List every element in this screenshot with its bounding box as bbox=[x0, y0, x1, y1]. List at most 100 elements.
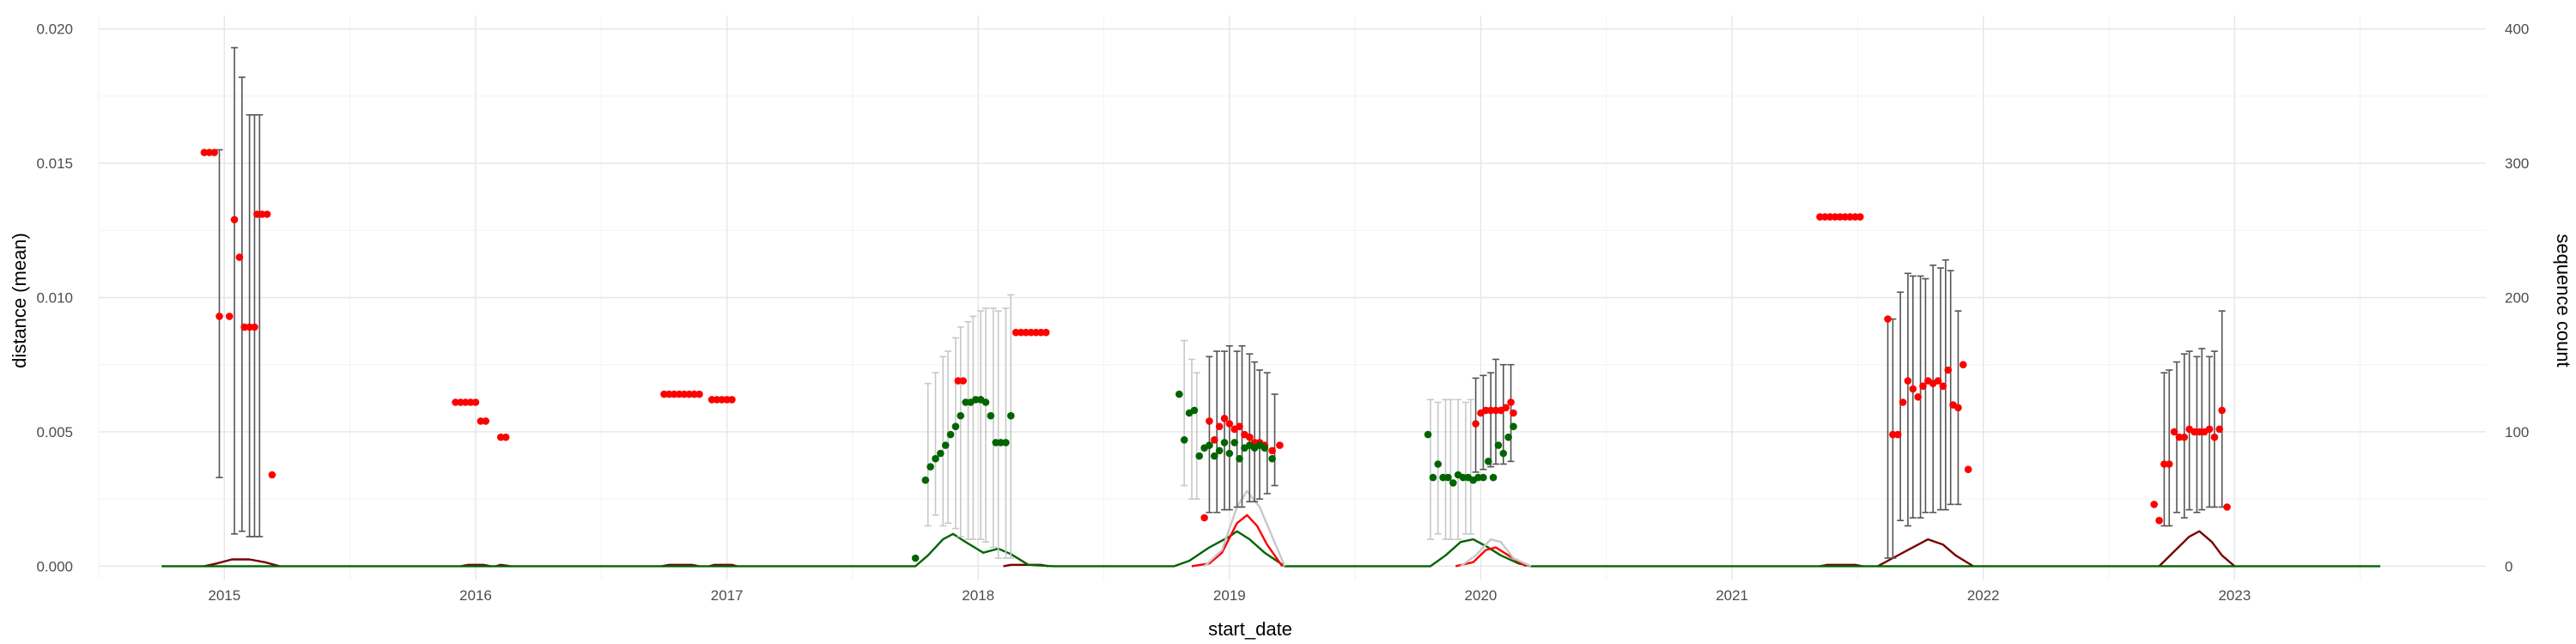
count-line bbox=[1460, 538, 1532, 568]
data-point-green bbox=[1195, 452, 1203, 460]
data-point-red bbox=[1492, 406, 1500, 415]
data-point-red bbox=[1904, 377, 1912, 385]
x-axis-title: start_date bbox=[1208, 618, 1292, 640]
data-point-red bbox=[210, 149, 218, 156]
data-point-green bbox=[951, 422, 960, 431]
count-line bbox=[1455, 546, 1527, 568]
data-point-red bbox=[670, 390, 678, 398]
x-tick-label: 2016 bbox=[459, 587, 492, 604]
y2-axis-title: sequence count bbox=[2553, 234, 2574, 367]
data-point-red bbox=[1211, 436, 1218, 444]
data-point-red bbox=[2205, 425, 2214, 434]
x-tick-label: 2022 bbox=[1967, 587, 2000, 604]
data-point-red bbox=[1225, 420, 1234, 428]
data-point-green bbox=[1190, 406, 1199, 415]
data-point-green bbox=[997, 439, 1005, 447]
data-point-green bbox=[1180, 436, 1188, 444]
data-point-red bbox=[1934, 377, 1942, 385]
data-point-green bbox=[1449, 479, 1457, 487]
error-bars bbox=[216, 46, 2226, 559]
data-point-red bbox=[1502, 404, 1510, 412]
data-point-red bbox=[251, 323, 258, 331]
data-point-green bbox=[981, 398, 990, 406]
data-point-green bbox=[1444, 473, 1452, 482]
data-point-red bbox=[2215, 425, 2224, 434]
data-point-red bbox=[1215, 422, 1224, 431]
data-point-green bbox=[1499, 449, 1508, 458]
data-point-red bbox=[696, 390, 703, 398]
data-point-red bbox=[1964, 465, 1972, 473]
data-point-red bbox=[216, 313, 223, 320]
x-tick-label: 2019 bbox=[1213, 587, 1246, 604]
tick-labels: 2015 2016 2017 2018 2019 2020 2021 2022 2023 0.00… bbox=[36, 21, 2529, 604]
data-point-red bbox=[501, 433, 510, 441]
data-point-red bbox=[1042, 328, 1050, 337]
data-point-red bbox=[482, 417, 489, 425]
data-point-red bbox=[708, 396, 716, 404]
data-point-red bbox=[2210, 433, 2219, 441]
data-point-red bbox=[496, 433, 505, 441]
data-point-green bbox=[1176, 390, 1183, 398]
data-point-green bbox=[941, 441, 950, 449]
data-point-red bbox=[2150, 501, 2158, 508]
data-point-red bbox=[1236, 422, 1243, 431]
y2-tick-label: 300 bbox=[2505, 155, 2529, 172]
data-point-red bbox=[2196, 428, 2203, 436]
data-point-red bbox=[1856, 213, 1864, 221]
data-point-red bbox=[959, 377, 967, 385]
data-point-green bbox=[987, 411, 995, 420]
data-point-green bbox=[957, 411, 964, 420]
data-point-red bbox=[1510, 409, 1517, 417]
data-point-red bbox=[1200, 513, 1208, 522]
data-point-red bbox=[1268, 447, 1276, 455]
y-tick-label: 0.010 bbox=[36, 290, 73, 307]
data-point-red bbox=[1220, 415, 1229, 422]
data-point-green bbox=[932, 454, 939, 463]
y-axis-title: distance (mean) bbox=[9, 233, 30, 368]
data-point-green bbox=[1429, 473, 1437, 482]
data-point-green bbox=[1236, 454, 1243, 463]
data-point-red bbox=[1816, 213, 1824, 221]
data-point-red bbox=[1884, 315, 1892, 323]
y-tick-label: 0.015 bbox=[36, 155, 73, 172]
data-point-green bbox=[1434, 460, 1442, 468]
count-line bbox=[1191, 513, 1284, 568]
data-point-red bbox=[2166, 460, 2173, 468]
count-lines bbox=[161, 489, 2381, 568]
data-point-red bbox=[2170, 428, 2178, 436]
data-point-red bbox=[1507, 398, 1515, 406]
y-tick-label: 0.005 bbox=[36, 424, 73, 440]
y2-tick-label: 100 bbox=[2505, 424, 2529, 440]
data-point-green bbox=[1225, 449, 1234, 458]
data-point-red bbox=[471, 398, 480, 406]
data-point-red bbox=[235, 253, 244, 261]
data-point-green bbox=[921, 476, 930, 484]
data-point-red bbox=[1919, 382, 1927, 391]
data-points bbox=[200, 149, 2231, 562]
data-point-red bbox=[452, 398, 459, 406]
data-point-green bbox=[1230, 439, 1238, 447]
data-point-green bbox=[1489, 473, 1498, 482]
data-point-red bbox=[477, 417, 485, 425]
data-point-red bbox=[258, 210, 266, 218]
data-point-green bbox=[1211, 452, 1218, 460]
data-point-red bbox=[1472, 420, 1479, 428]
data-point-red bbox=[1954, 404, 1962, 412]
data-point-red bbox=[1899, 398, 1907, 406]
data-point-red bbox=[263, 210, 271, 218]
data-point-red bbox=[1022, 328, 1030, 337]
data-point-green bbox=[911, 554, 920, 562]
data-point-red bbox=[954, 377, 963, 385]
count-line bbox=[204, 558, 281, 568]
data-point-red bbox=[1032, 328, 1040, 337]
data-point-red bbox=[1939, 382, 1947, 391]
data-point-green bbox=[1424, 430, 1432, 439]
data-point-red bbox=[1206, 417, 1213, 425]
data-point-red bbox=[1246, 433, 1254, 441]
data-point-red bbox=[1482, 406, 1490, 415]
x-tick-label: 2021 bbox=[1716, 587, 1748, 604]
data-point-red bbox=[461, 398, 470, 406]
data-point-red bbox=[200, 149, 209, 156]
y2-tick-label: 0 bbox=[2505, 558, 2512, 574]
data-point-red bbox=[728, 396, 736, 404]
